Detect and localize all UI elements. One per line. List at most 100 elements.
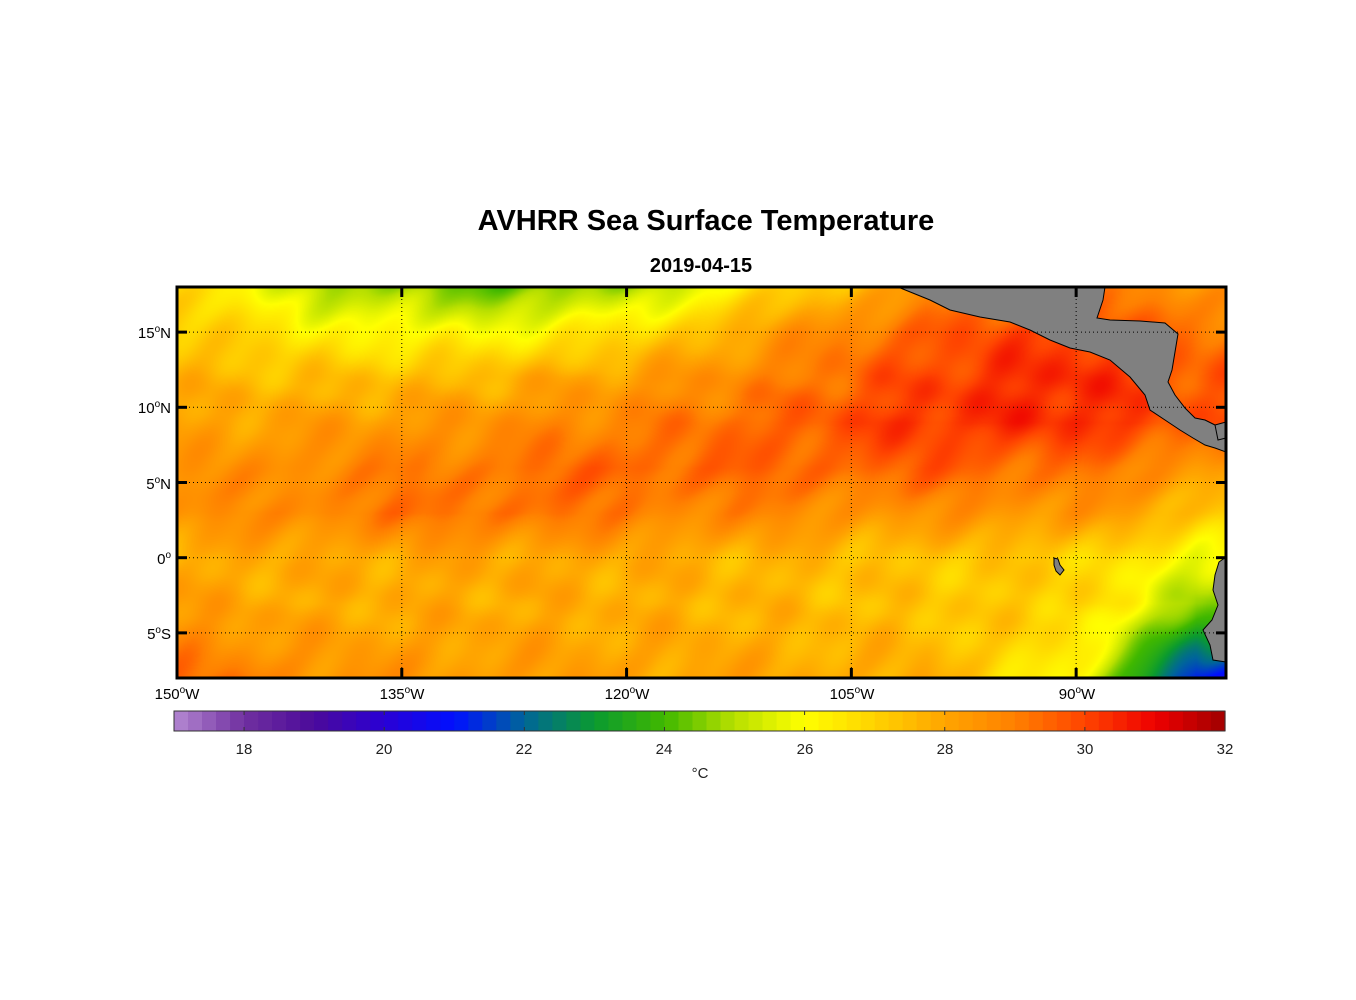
colorbar-segment	[216, 711, 231, 731]
land-south-america	[1202, 556, 1226, 663]
colorbar-segment	[398, 711, 413, 731]
y-tick-label: 0o	[157, 550, 171, 568]
colorbar-segment	[258, 711, 273, 731]
colorbar-tick-label: 20	[375, 741, 393, 758]
land-mexico-central-america	[897, 287, 1226, 453]
colorbar-segment	[1210, 711, 1226, 731]
colorbar-segment	[272, 711, 287, 731]
colorbar-segment	[1140, 711, 1156, 731]
colorbar	[173, 710, 1226, 732]
colorbar-segment	[300, 711, 315, 731]
colorbar-segment	[314, 711, 329, 731]
colorbar-unit-label: °C	[691, 765, 709, 782]
graticule	[176, 287, 1226, 678]
colorbar-segment	[902, 711, 918, 731]
colorbar-segment	[692, 711, 708, 731]
colorbar-segment	[636, 711, 652, 731]
colorbar-segment	[888, 711, 904, 731]
land-central-america-tip	[1214, 421, 1226, 441]
x-tick-label: 150oW	[154, 685, 200, 704]
colorbar-segment	[496, 711, 511, 731]
colorbar-segment	[230, 711, 245, 731]
colorbar-tick-label: 18	[235, 741, 253, 758]
colorbar-segment	[776, 711, 792, 731]
colorbar-segment	[328, 711, 343, 731]
colorbar-segment	[790, 711, 806, 731]
colorbar-segment	[384, 711, 399, 731]
colorbar-tick-label: 22	[515, 741, 533, 758]
colorbar-segment	[930, 711, 946, 731]
colorbar-segment	[510, 711, 525, 731]
colorbar-segment	[706, 711, 722, 731]
colorbar-segment	[440, 711, 455, 731]
colorbar-segment	[1182, 711, 1198, 731]
colorbar-segment	[566, 711, 581, 731]
colorbar-segment	[454, 711, 469, 731]
colorbar-segment	[1084, 711, 1100, 731]
colorbar-segment	[370, 711, 385, 731]
colorbar-segment	[412, 711, 427, 731]
colorbar-segment	[608, 711, 624, 731]
colorbar-segment	[188, 711, 203, 731]
chart-subtitle: 2019-04-15	[649, 255, 753, 277]
colorbar-segment	[1014, 711, 1030, 731]
colorbar-segment	[1056, 711, 1072, 731]
colorbar-tick-label: 26	[796, 741, 814, 758]
colorbar-segment	[1168, 711, 1184, 731]
x-tick-label: 90oW	[1058, 685, 1096, 704]
colorbar-segment	[244, 711, 259, 731]
x-tick-label: 120oW	[604, 685, 650, 704]
colorbar-segment	[202, 711, 217, 731]
colorbar-segment	[818, 711, 834, 731]
colorbar-segment	[1042, 711, 1058, 731]
colorbar-segment	[286, 711, 301, 731]
colorbar-tick-label: 24	[655, 741, 673, 758]
colorbar-segment	[342, 711, 357, 731]
colorbar-segment	[1112, 711, 1128, 731]
colorbar-segment	[1000, 711, 1016, 731]
chart-title: AVHRR Sea Surface Temperature	[477, 205, 935, 237]
colorbar-segment	[482, 711, 497, 731]
colorbar-segment	[986, 711, 1002, 731]
colorbar-segment	[1098, 711, 1114, 731]
land-galapagos	[1053, 557, 1065, 576]
colorbar-segment	[1028, 711, 1044, 731]
colorbar-segment	[594, 711, 610, 731]
colorbar-segment	[734, 711, 750, 731]
y-tick-label: 5oS	[147, 625, 171, 643]
y-tick-label: 15oN	[137, 324, 171, 342]
colorbar-segment	[524, 711, 539, 731]
colorbar-segment	[804, 711, 820, 731]
colorbar-segment	[1154, 711, 1170, 731]
colorbar-segment	[678, 711, 694, 731]
colorbar-segment	[580, 711, 595, 731]
colorbar-tick-label: 28	[936, 741, 954, 758]
colorbar-segment	[944, 711, 960, 731]
colorbar-frame	[173, 710, 1226, 732]
colorbar-segment	[1070, 711, 1086, 731]
colorbar-segment	[468, 711, 483, 731]
colorbar-segment	[762, 711, 778, 731]
colorbar-segment	[958, 711, 974, 731]
x-tick-label: 135oW	[379, 685, 425, 704]
colorbar-segment	[650, 711, 666, 731]
x-tick-label: 105oW	[829, 685, 875, 704]
colorbar-segment	[426, 711, 441, 731]
colorbar-segment	[174, 711, 189, 731]
colorbar-segment	[860, 711, 876, 731]
colorbar-segment	[916, 711, 932, 731]
colorbar-segment	[720, 711, 736, 731]
colorbar-tick-label: 30	[1076, 741, 1094, 758]
colorbar-segment	[538, 711, 553, 731]
colorbar-segment	[846, 711, 862, 731]
colorbar-segment	[832, 711, 848, 731]
y-tick-label: 10oN	[137, 399, 171, 417]
colorbar-segment	[356, 711, 371, 731]
colorbar-segment	[552, 711, 567, 731]
colorbar-segment	[622, 711, 638, 731]
map-frame	[175, 285, 1228, 680]
colorbar-segment	[1196, 711, 1212, 731]
colorbar-segment	[664, 711, 680, 731]
land-mask	[897, 287, 1226, 663]
